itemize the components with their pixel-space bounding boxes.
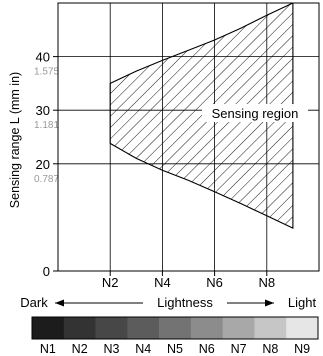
scale-swatch	[222, 317, 255, 339]
y-axis-title: Sensing range L (mm in)	[8, 72, 22, 208]
y-tick-sublabel: 1.575	[34, 67, 59, 78]
y-tick-sublabel: 1.181	[34, 120, 59, 131]
scale-label: N2	[72, 342, 88, 356]
scale-swatch	[190, 317, 223, 339]
region-label-group: Sensing region	[202, 104, 308, 122]
scale-label: N5	[167, 342, 183, 356]
gray-scale-bar: N1 N2 N3 N4 N5 N6 N7 N8 N9	[31, 316, 319, 356]
scale-label: N9	[294, 342, 310, 356]
lightness-axis: Dark Lightness Light	[20, 295, 316, 310]
scale-swatch	[63, 317, 96, 339]
x-ticks: N2 N4 N6 N8	[102, 271, 275, 290]
scale-label: N7	[231, 342, 247, 356]
scale-label: N6	[199, 342, 215, 356]
x-tick-label: N6	[206, 275, 223, 290]
y-axis-label: Sensing range L (mm in)	[8, 72, 22, 208]
y-tick-label: 20	[36, 157, 50, 172]
y-tick-label: 40	[36, 50, 50, 65]
x-tick-label: N2	[102, 275, 119, 290]
scale-swatch	[159, 317, 192, 339]
region-label: Sensing region	[212, 106, 299, 121]
y-tick-label: 0	[43, 264, 50, 279]
scale-swatch	[286, 317, 319, 339]
scale-label: N8	[262, 342, 278, 356]
y-ticks: 40 1.575 30 1.181 20 0.787 0	[34, 50, 59, 279]
sensing-region	[109, 3, 294, 229]
scale-swatch	[127, 317, 160, 339]
scale-swatch	[32, 317, 65, 339]
scale-frame	[31, 316, 319, 340]
scale-swatch	[95, 317, 128, 339]
scale-label: N4	[135, 342, 151, 356]
scale-label: N1	[40, 342, 56, 356]
dark-label: Dark	[20, 295, 48, 310]
y-tick-label: 30	[36, 103, 50, 118]
x-tick-label: N4	[154, 275, 171, 290]
scale-label: N3	[103, 342, 119, 356]
lightness-label: Lightness	[157, 295, 213, 310]
scale-swatch	[254, 317, 287, 339]
light-label: Light	[288, 295, 317, 310]
y-tick-sublabel: 0.787	[34, 174, 59, 185]
x-tick-label: N8	[258, 275, 275, 290]
plot-frame	[57, 2, 320, 272]
